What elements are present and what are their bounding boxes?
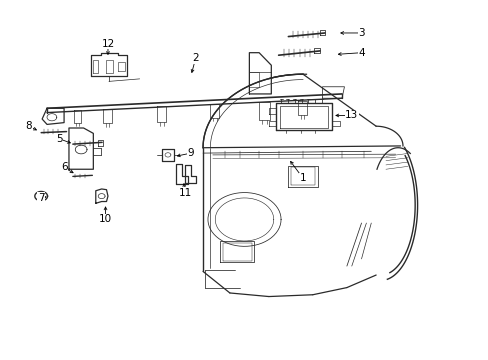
Text: 2: 2	[192, 53, 199, 63]
Text: 8: 8	[25, 121, 32, 131]
Text: 5: 5	[56, 134, 62, 144]
Text: 9: 9	[187, 148, 194, 158]
Text: 4: 4	[358, 48, 364, 58]
Text: 13: 13	[345, 111, 358, 121]
Text: 10: 10	[99, 215, 112, 224]
Text: 6: 6	[61, 162, 67, 172]
Text: 1: 1	[299, 173, 305, 183]
Text: 7: 7	[38, 193, 44, 203]
Text: 12: 12	[101, 39, 114, 49]
Text: 3: 3	[358, 28, 364, 38]
Text: 11: 11	[178, 188, 191, 198]
